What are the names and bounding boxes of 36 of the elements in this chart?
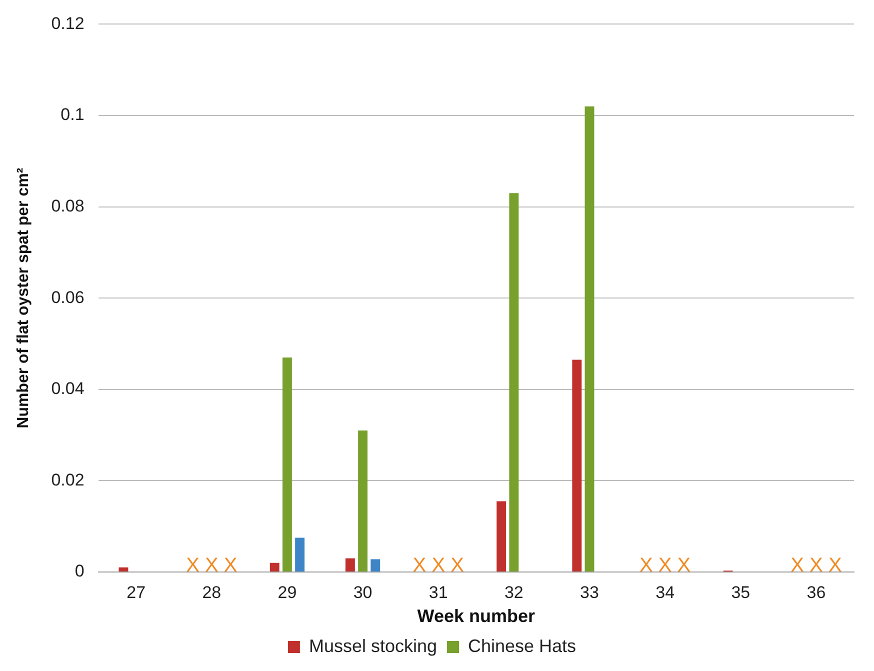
annotation: X X X (790, 554, 842, 577)
legend-label: Mussel stocking (308, 636, 438, 656)
y-tick-label: 0.02 (51, 470, 84, 490)
x-tick-label: 34 (656, 582, 675, 602)
x-tick-label: 30 (353, 582, 372, 602)
bar (270, 562, 280, 572)
y-axis-title: Number of flat oyster spat per cm² (15, 168, 32, 428)
x-tick-label: 32 (504, 582, 524, 602)
x-tick-label: 28 (202, 582, 222, 602)
x-axis-title: Week number (417, 606, 535, 626)
bar (584, 106, 594, 572)
y-tick-label: 0.06 (51, 288, 84, 307)
legend-label: Chinese Hats (468, 636, 576, 656)
bar (282, 357, 292, 572)
bar (118, 567, 128, 572)
bar (370, 559, 380, 572)
y-tick-label: 0.08 (51, 196, 84, 216)
x-tick-label: 36 (806, 582, 826, 602)
bar (572, 360, 582, 572)
annotation: X X X (640, 554, 691, 577)
y-tick-label: 0.04 (51, 379, 84, 398)
bar (358, 430, 368, 572)
annotation: X X X (412, 554, 464, 577)
x-tick-label: 35 (731, 582, 750, 602)
bar (496, 501, 506, 572)
x-tick-label: 29 (278, 582, 297, 602)
bar (345, 558, 355, 572)
y-tick-label: 0.1 (60, 105, 84, 124)
x-tick-label: 33 (580, 582, 599, 602)
y-tick-label: 0 (74, 562, 84, 581)
y-tick-label: 0.12 (51, 14, 84, 33)
bar (509, 193, 519, 572)
x-tick-label: 31 (428, 582, 448, 602)
x-tick-label: 27 (126, 582, 146, 602)
bar (295, 538, 305, 572)
annotation: X X X (186, 554, 238, 577)
